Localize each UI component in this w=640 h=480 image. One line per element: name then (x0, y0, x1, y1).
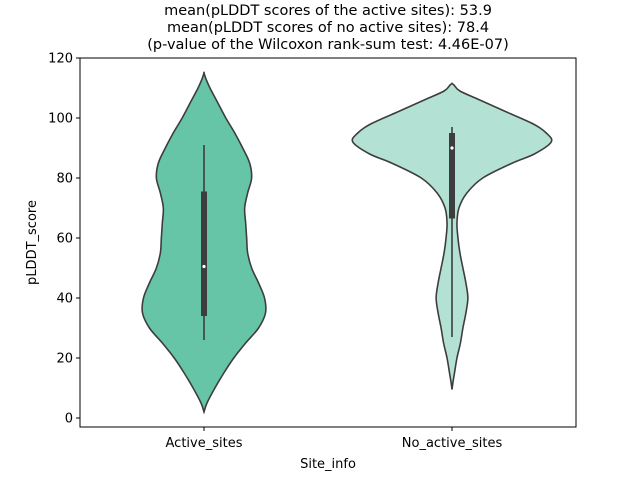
x-axis: Active_sites No_active_sites (166, 427, 503, 451)
y-tick-label: 120 (48, 52, 73, 67)
median-marker (450, 146, 454, 150)
y-tick-label: 40 (56, 292, 73, 307)
y-tick-label: 60 (56, 232, 73, 247)
x-tick-label: No_active_sites (402, 436, 503, 451)
y-tick-label: 100 (48, 112, 73, 127)
y-tick-label: 20 (56, 352, 73, 367)
iqr-box (201, 191, 207, 316)
title-line: (p-value of the Wilcoxon rank-sum test: … (147, 37, 508, 53)
chart-title: mean(pLDDT scores of the active sites): … (147, 3, 508, 53)
iqr-box (449, 133, 455, 219)
x-tick-label: Active_sites (166, 436, 243, 451)
title-line: mean(pLDDT scores of no active sites): 7… (167, 20, 489, 36)
violins-layer (141, 71, 553, 415)
median-marker (202, 264, 206, 269)
y-axis: 0 20 40 60 80 100 120 (48, 52, 80, 427)
y-axis-label: pLDDT_score (25, 200, 40, 285)
y-tick-label: 0 (65, 412, 73, 427)
y-tick-label: 80 (56, 172, 73, 187)
plot-frame (79, 57, 577, 428)
title-line: mean(pLDDT scores of the active sites): … (164, 3, 492, 19)
x-axis-label: Site_info (300, 457, 356, 472)
